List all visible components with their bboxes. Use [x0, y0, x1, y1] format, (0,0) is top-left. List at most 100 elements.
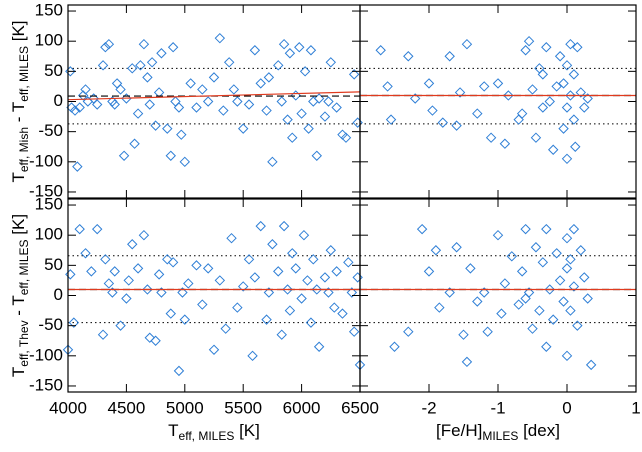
axis-title-part: [K]	[234, 421, 260, 440]
axis-title-part: T	[9, 172, 28, 182]
point	[478, 81, 490, 92]
point	[278, 220, 290, 232]
point	[561, 60, 573, 71]
point	[243, 99, 255, 110]
point	[325, 245, 337, 256]
point	[132, 108, 144, 119]
point	[249, 272, 261, 283]
point	[430, 245, 442, 256]
panel	[65, 4, 363, 199]
point	[537, 102, 549, 113]
point	[115, 84, 126, 95]
x-tick-label: 1	[631, 398, 640, 417]
point	[541, 42, 552, 53]
point	[385, 114, 397, 125]
point	[520, 45, 531, 56]
point	[237, 123, 249, 134]
point	[305, 317, 317, 328]
point	[319, 111, 331, 122]
point	[541, 223, 552, 235]
point	[352, 272, 363, 283]
panel	[62, 198, 366, 393]
point	[313, 93, 325, 104]
point	[496, 308, 507, 319]
point	[558, 78, 569, 89]
point	[267, 239, 278, 250]
point	[208, 344, 220, 355]
x-tick-label: -1	[490, 398, 505, 417]
point	[437, 117, 449, 128]
point	[65, 66, 76, 77]
point	[461, 38, 473, 50]
y-tick-label: 150	[35, 195, 63, 214]
point	[547, 314, 559, 325]
point	[323, 287, 334, 298]
point	[115, 320, 126, 331]
point	[331, 266, 342, 277]
point	[146, 57, 158, 68]
point	[267, 156, 278, 168]
point	[516, 108, 528, 119]
point	[313, 341, 325, 352]
point	[551, 248, 562, 259]
point	[472, 296, 483, 307]
point	[263, 72, 275, 83]
y-tick-label: -150	[29, 375, 63, 394]
point	[561, 263, 573, 274]
point	[343, 257, 354, 268]
point	[561, 232, 573, 244]
point	[237, 281, 249, 292]
point	[218, 105, 229, 116]
point	[290, 263, 301, 274]
point	[582, 93, 593, 104]
x-tick-label: 6000	[283, 398, 321, 417]
point	[551, 81, 562, 92]
point	[208, 72, 220, 83]
point	[561, 153, 573, 165]
point	[287, 132, 298, 143]
point	[228, 84, 240, 95]
point	[527, 84, 538, 95]
axis-title-subscript: MILES	[482, 429, 518, 443]
point	[214, 275, 226, 286]
axis-title-part: T	[9, 367, 28, 377]
point	[191, 260, 202, 271]
point	[68, 317, 80, 328]
point	[558, 123, 569, 134]
axis-title-part: [K]	[9, 214, 28, 240]
point	[226, 232, 237, 244]
x-tick-label: 0	[562, 398, 571, 417]
point	[142, 72, 153, 83]
point	[173, 102, 185, 113]
point	[91, 223, 103, 235]
point	[80, 248, 91, 259]
y-tick-label: 0	[54, 285, 63, 304]
point	[541, 341, 552, 352]
point	[520, 293, 531, 304]
axis-title: [Fe/H]MILES [dex]	[436, 421, 560, 443]
axis-title-subscript: eff, MILES	[17, 46, 31, 102]
point	[118, 150, 130, 161]
point	[527, 323, 538, 334]
axis-title-part: - T	[9, 102, 28, 127]
point	[403, 326, 414, 337]
x-tick-label: 5000	[166, 398, 204, 417]
point	[382, 81, 393, 92]
point	[375, 45, 386, 56]
point	[561, 350, 573, 362]
point	[575, 245, 587, 256]
y-tick-label: -100	[29, 151, 63, 170]
x-tick-label: 6500	[341, 398, 379, 417]
point	[109, 266, 120, 277]
point	[444, 51, 455, 62]
point	[278, 38, 290, 50]
point	[179, 156, 191, 168]
axis-title-part: [K]	[9, 20, 28, 46]
panel	[359, 4, 637, 199]
point	[132, 263, 144, 274]
point	[243, 254, 255, 265]
point	[202, 96, 214, 107]
panel-frame	[359, 198, 637, 393]
point	[276, 96, 287, 107]
